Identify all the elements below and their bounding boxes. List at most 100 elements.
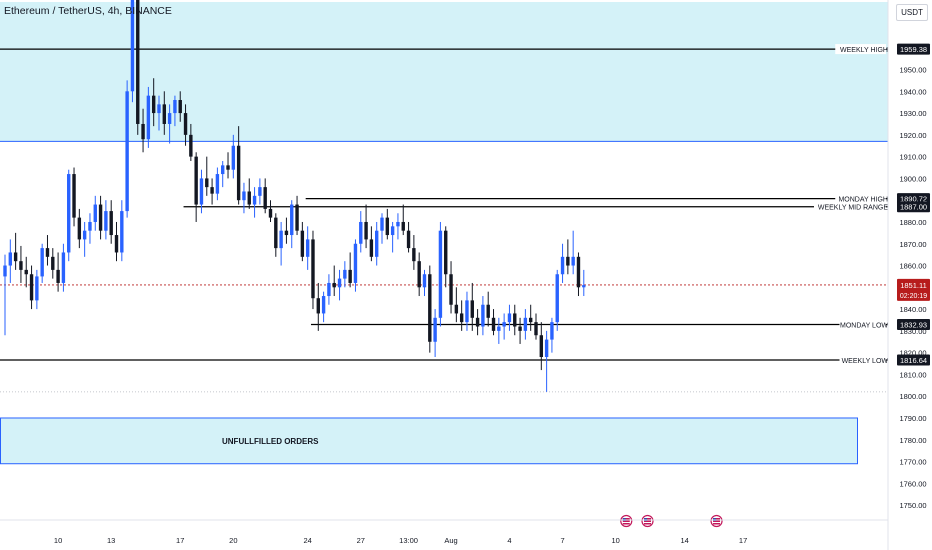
- candle-body: [465, 300, 469, 323]
- candle-body: [274, 217, 278, 249]
- economic-event-icon: [710, 514, 723, 528]
- level-price-tag: [897, 354, 930, 366]
- candle-body: [24, 269, 28, 275]
- candle-body: [422, 274, 427, 288]
- candle: [24, 256, 28, 288]
- time-tick-label: 13:00: [399, 536, 418, 545]
- candle-body: [406, 230, 411, 249]
- candle-body: [130, 0, 135, 92]
- candle: [449, 261, 453, 314]
- candle-body: [67, 174, 71, 253]
- price-tick-label: 1820.00: [899, 349, 926, 358]
- candle: [72, 167, 76, 227]
- candle: [364, 204, 368, 249]
- candle: [35, 269, 39, 310]
- currency-button[interactable]: USDT: [896, 4, 928, 21]
- candle-body: [375, 230, 379, 257]
- candle: [178, 91, 182, 122]
- level-price-label: 1959.38: [900, 45, 927, 54]
- candle: [337, 269, 342, 301]
- time-tick-label: 4: [507, 536, 511, 545]
- candle: [45, 235, 50, 266]
- candle: [120, 200, 124, 262]
- candle-body: [210, 187, 214, 194]
- flag-icon-stripe: [644, 523, 652, 525]
- candle-body: [359, 221, 363, 244]
- grid-layer: [0, 284, 888, 393]
- countdown-label: 02:20:19: [900, 293, 927, 300]
- candle: [459, 300, 464, 331]
- candle: [77, 208, 82, 249]
- candle-body: [539, 335, 544, 358]
- candle-body: [311, 239, 315, 299]
- candle-body: [528, 317, 533, 323]
- candle-body: [3, 265, 7, 277]
- time-tick-label: 7: [560, 536, 564, 545]
- candle-body: [242, 191, 246, 201]
- candle: [544, 330, 549, 392]
- candle-body: [353, 243, 358, 283]
- candle: [231, 134, 236, 179]
- flag-icon-stripe: [622, 523, 630, 525]
- candle: [316, 282, 320, 331]
- candle-body: [497, 326, 501, 331]
- candle: [486, 291, 490, 327]
- candle: [189, 123, 193, 161]
- candle-body: [109, 211, 113, 236]
- flag-icon-stripe: [713, 518, 721, 520]
- candle-body: [268, 208, 273, 218]
- candle: [247, 178, 251, 209]
- time-tick-label: 14: [681, 536, 689, 545]
- time-tick-label: 13: [107, 536, 115, 545]
- economic-event-icon: [620, 514, 633, 528]
- candle-body: [332, 282, 336, 288]
- candle-body: [141, 123, 145, 140]
- candle-body: [438, 230, 443, 318]
- candle-body: [136, 0, 140, 124]
- candle-body: [120, 211, 124, 253]
- candle-body: [295, 204, 299, 231]
- candle-body: [290, 204, 294, 236]
- candle: [332, 265, 336, 297]
- candle: [300, 221, 305, 262]
- candle-body: [486, 304, 490, 318]
- price-tick-label: 1780.00: [899, 436, 926, 445]
- candle: [539, 322, 544, 371]
- candle: [236, 126, 241, 205]
- current-price-tag: [897, 278, 930, 301]
- candle: [279, 221, 283, 266]
- candle-body: [77, 217, 82, 240]
- level-label: WEEKLY HIGH: [840, 47, 888, 54]
- candle: [109, 200, 113, 244]
- candle: [136, 0, 140, 135]
- candle-body: [98, 204, 103, 231]
- level-label-bg: [814, 201, 886, 212]
- candle-body: [72, 174, 76, 218]
- candle: [205, 156, 209, 196]
- candle-body: [284, 230, 289, 236]
- candle: [290, 200, 294, 249]
- candle-body: [29, 274, 34, 301]
- candle: [438, 221, 443, 327]
- candle-body: [327, 282, 331, 297]
- candle-body: [491, 317, 496, 331]
- candles-layer: [3, 0, 586, 392]
- price-tick-label: 1950.00: [899, 66, 926, 75]
- candle: [130, 0, 135, 103]
- time-axis[interactable]: 10 13 17 20 24 27 13:00 Aug 4 7 10 14 17: [54, 536, 747, 545]
- candle: [3, 254, 7, 336]
- time-tick-label: 17: [176, 536, 184, 545]
- candle: [465, 291, 469, 331]
- candle-body: [523, 317, 528, 331]
- candle: [475, 309, 480, 336]
- price-tick-label: 1840.00: [899, 305, 926, 314]
- candle: [327, 274, 331, 305]
- candle: [183, 104, 188, 146]
- candle-body: [396, 221, 400, 227]
- candle-body: [173, 100, 177, 114]
- time-tick-label: 27: [357, 536, 365, 545]
- candle: [141, 108, 145, 153]
- candle-body: [189, 134, 193, 157]
